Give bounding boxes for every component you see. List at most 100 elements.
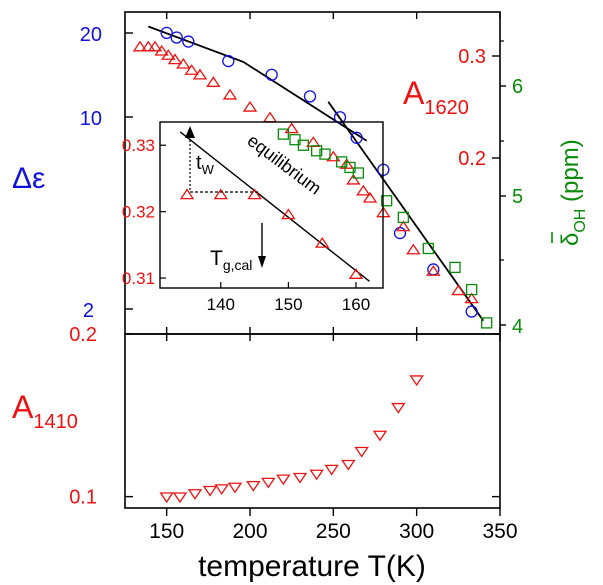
inset-equilibrium-line [179,131,370,282]
inset: 140 150 160 0.31 0.32 0.33 equilibrium tW Tg,… [122,121,384,314]
triangle-up-point [464,292,479,304]
circle-point [393,226,407,240]
inset-triangle-point [348,268,364,279]
left-tick-label-10: 10 [80,108,102,130]
inset-data-marks [179,188,364,279]
left-tick-label-2: 2 [83,300,94,322]
upper-data-marks [132,26,493,329]
circle-point [160,26,173,40]
triangle-up-point [184,64,199,75]
left-axis: 20 10 2 Δε [12,24,133,322]
triangle-up-point [339,158,354,169]
tw-label-sub: W [202,162,215,177]
inner-axis-label-main: A [403,75,425,111]
lower-triangle-point [409,375,424,387]
triangle-up-point [242,100,258,112]
x-tick-label: 300 [399,520,434,543]
inset-triangle-point [281,208,296,220]
inset-xtick-label: 150 [274,295,302,314]
triangle-up-point [284,122,299,134]
right-axis-label: δOH (ppm) [551,139,589,246]
x-tick-label: 350 [482,520,517,543]
lower-plot-frame [124,333,501,509]
triangle-up-point [362,191,378,203]
inset-ytick-label: 0.31 [122,269,155,288]
lower-triangle-point [276,474,291,486]
circle-point [182,35,195,48]
circle-point [333,111,347,124]
x-tick-label: 200 [232,520,267,543]
inner-axis: 0.3 0.2 A1620 [403,46,500,170]
triangle-up-point [346,173,361,185]
right-tick-label-6: 6 [512,76,523,98]
square-point [297,139,309,151]
square-point [381,195,393,207]
triangle-up-point [356,184,371,196]
lower-triangle-point [214,484,229,496]
square-point [466,283,478,296]
upper-fit-lines [147,25,485,322]
inset-xtick-label: 140 [207,295,235,314]
triangle-up-point [206,76,221,87]
square-point [397,211,409,224]
right-axis: 6 5 4 δOH (ppm) [500,40,589,338]
square-point [481,317,493,329]
circle-point [465,305,478,318]
right-axis-label-main: δ [557,233,584,246]
left-axis-label: Δε [12,162,45,195]
x-tick-label: 250 [316,520,351,543]
left-tick-label-20: 20 [80,24,102,46]
triangle-up-point [176,57,191,69]
tw-label-main: t [196,152,202,174]
lower-triangle-point [172,492,188,504]
triangle-up-point [192,68,208,80]
circle-point [222,54,235,68]
inset-triangle-point [179,188,195,200]
lower-triangle-point [187,489,203,500]
triangle-up-point [132,40,148,52]
upper-panel: 20 10 2 Δε 0.3 0.2 A1620 6 5 4 δOH (ppm) [12,11,589,338]
triangle-up-point [222,88,238,100]
circle-point [170,31,183,44]
triangle-up-point [147,40,163,52]
triangle-up-point [161,49,176,60]
circle-point [303,90,317,103]
lower-axis-label: A1410 [12,389,78,433]
inset-triangle-point [213,188,229,200]
lower-triangle-point [391,402,406,414]
triangle-up-point [426,265,441,276]
triangle-up-point [306,136,321,147]
inner-axis-label-sub: 1620 [424,97,469,119]
lower-triangle-point [341,459,356,471]
lower-ytick-label: 0.1 [69,487,97,509]
lower-triangle-point [246,480,261,492]
lower-triangle-point [202,485,218,497]
right-tick-label-5: 5 [512,186,523,208]
triangle-up-point [154,44,169,56]
square-point [449,261,461,274]
right-axis-label-sub: OH [572,209,589,233]
inset-ytick-label: 0.32 [122,203,155,222]
inset-xtick-label: 160 [342,295,370,314]
triangle-up-point [396,220,411,232]
lower-triangle-point [354,446,369,458]
lower-axes: 150 200 250 300 350 0.1 0.2 [69,324,517,543]
triangle-up-point [262,111,278,123]
square-point [319,148,331,160]
lower-triangle-point [324,464,339,476]
lower-triangle-point [372,430,388,442]
tg-arrowhead [258,256,266,268]
square-point [352,167,364,179]
right-axis-label-suffix: (ppm) [557,139,584,208]
inner-tick-label-0.2: 0.2 [458,148,486,170]
triangle-up-point [406,243,421,255]
lower-triangle-point [227,482,243,494]
lower-axis-label-main: A [12,389,34,425]
x-axis-label: temperature T(K) [198,550,426,583]
tg-label-main: T [210,247,223,270]
inset-triangle-point [314,236,330,248]
triangle-up-point [167,53,183,65]
lower-triangle-point [261,477,276,489]
lower-triangle-point [159,492,174,504]
